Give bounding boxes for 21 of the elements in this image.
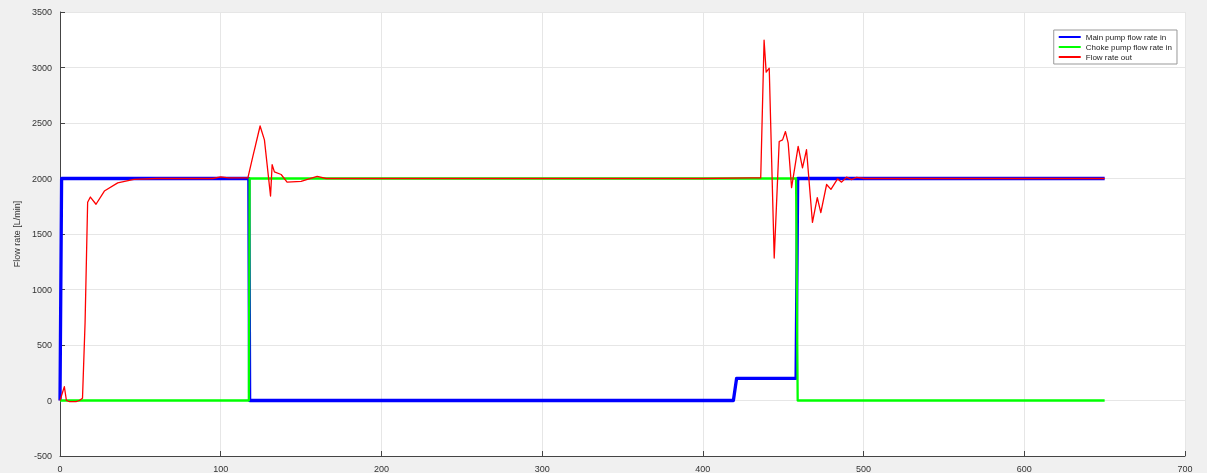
x-tick-label: 300 — [534, 463, 550, 473]
y-tick-label: -500 — [33, 451, 52, 461]
x-tick-label: 600 — [1016, 463, 1032, 473]
y-tick-label: 500 — [36, 340, 52, 350]
x-tick-label: 100 — [213, 463, 229, 473]
y-tick-label: 3000 — [31, 62, 52, 73]
y-tick-label: 2000 — [31, 173, 52, 184]
legend-label: Flow rate out — [1085, 52, 1133, 62]
y-tick-label: 0 — [46, 395, 52, 406]
legend-label: Main pump flow rate in — [1085, 32, 1167, 42]
y-tick-label: 3500 — [31, 7, 52, 17]
x-tick-label: 200 — [373, 463, 389, 473]
y-tick-label: 2500 — [31, 118, 52, 128]
x-tick-label: 500 — [856, 463, 872, 473]
y-axis-title: Flow rate [L/min] — [11, 200, 22, 268]
y-tick-label: 1500 — [31, 229, 52, 239]
x-tick-label: 0 — [57, 463, 63, 473]
y-tick-label: 1000 — [31, 284, 52, 295]
x-tick-label: 700 — [1177, 463, 1193, 473]
x-tick-label: 400 — [695, 463, 711, 473]
legend-label: Choke pump flow rate in — [1085, 42, 1172, 52]
